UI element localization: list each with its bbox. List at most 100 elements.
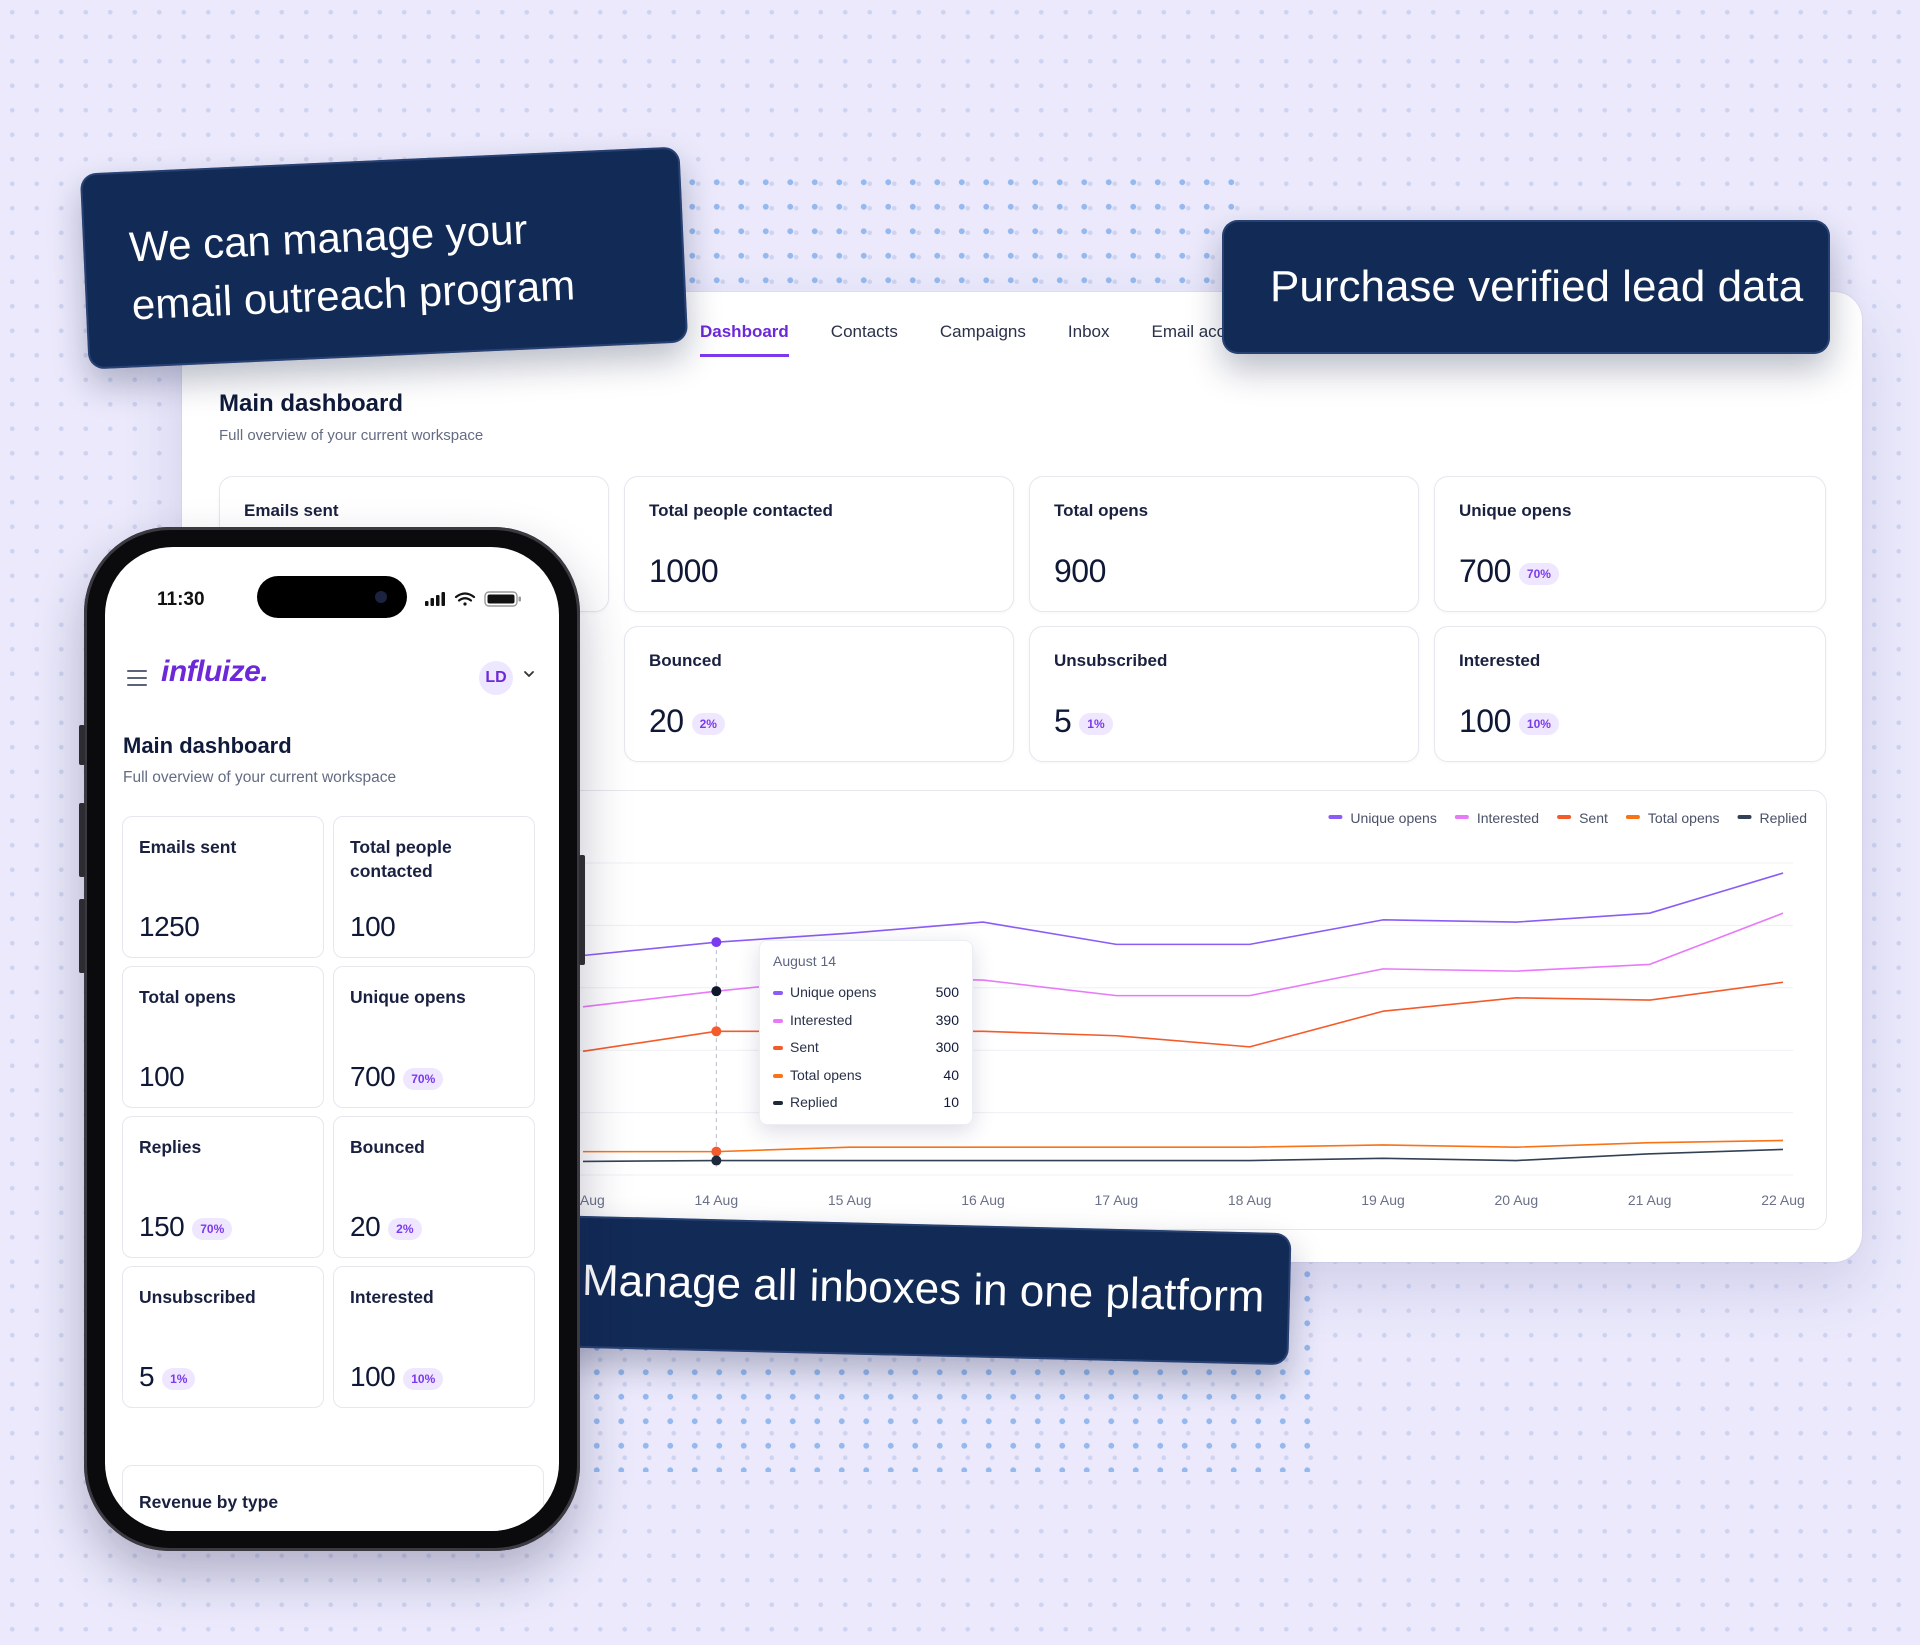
x-tick-label: 14 Aug: [695, 1192, 739, 1208]
stat-card-bounced: Bounced 20 2%: [624, 626, 1014, 762]
mobile-phone: 11:30 influize. LD Main dashboard Full o…: [79, 527, 585, 1551]
data-point-unique-opens: [711, 937, 722, 948]
stat-value: 700: [1459, 553, 1511, 589]
stat-card-unique-opens: Unique opens 700 70%: [333, 966, 535, 1108]
chevron-down-icon[interactable]: [523, 668, 535, 680]
stat-label: Emails sent: [244, 501, 339, 520]
series-line-total-opens: [583, 1139, 1784, 1153]
series-swatch: [773, 1019, 783, 1023]
tooltip-series-value: 40: [943, 1067, 959, 1083]
tooltip-series-value: 500: [935, 984, 959, 1000]
tooltip-row: Sent 300: [773, 1039, 959, 1059]
stat-card-unique-opens: Unique opens 700 70%: [1434, 476, 1826, 612]
x-tick-label: 18 Aug: [1228, 1192, 1272, 1208]
stat-card-total-people: Total people contacted 100: [333, 816, 535, 958]
revenue-card-title: Revenue by type: [139, 1492, 279, 1512]
legend-swatch: [1328, 815, 1343, 819]
series-line-replied: [582, 1148, 1784, 1163]
percent-badge: 70%: [192, 1217, 233, 1240]
callout-email-outreach: We can manage your email outreach progra…: [79, 146, 689, 370]
phone-side-button: [79, 725, 85, 765]
legend-label: Unique opens: [1350, 810, 1436, 826]
status-time: 11:30: [157, 589, 205, 610]
percent-badge: 10%: [1518, 712, 1559, 735]
callout-line: Manage all inboxes in one platform: [581, 1255, 1265, 1322]
stat-value: 150: [139, 1211, 185, 1242]
top-nav: Dashboard Contacts Campaigns Inbox Email…: [700, 322, 1267, 357]
stat-value: 100: [1459, 703, 1511, 739]
stat-label: Replies: [139, 1137, 202, 1157]
phone-volume-up: [79, 803, 85, 877]
x-tick-label: 19 Aug: [1361, 1192, 1405, 1208]
stat-value: 900: [1054, 553, 1106, 589]
tab-email-accounts[interactable]: Email acc: [1151, 322, 1226, 341]
tab-campaigns[interactable]: Campaigns: [939, 322, 1026, 341]
tooltip-series-name: Unique opens: [790, 984, 877, 1000]
legend-label: Total opens: [1648, 810, 1720, 826]
phone-screen: 11:30 influize. LD Main dashboard Full o…: [105, 547, 559, 1531]
stat-value: 100: [350, 1361, 396, 1392]
hamburger-menu-icon[interactable]: [127, 670, 147, 686]
stat-value: 20: [649, 703, 684, 739]
page-title: Main dashboard: [219, 390, 404, 417]
stat-label: Total people contacted: [649, 501, 833, 520]
legend-swatch: [1454, 815, 1469, 819]
callout-inboxes: Manage all inboxes in one platform: [534, 1214, 1292, 1366]
stat-value: 100: [350, 911, 396, 942]
data-point-sent: [711, 1026, 722, 1037]
stat-value: 1250: [139, 911, 200, 942]
x-tick-label: 21 Aug: [1628, 1192, 1672, 1208]
callout-lead-data: Purchase verified lead data: [1222, 220, 1830, 354]
callout-line: Purchase verified lead data: [1270, 262, 1804, 311]
stat-label: Total opens: [1054, 501, 1149, 520]
stat-value-row: 20 2%: [649, 703, 725, 740]
callout-line: email outreach program: [130, 261, 577, 329]
tooltip-series-name: Replied: [790, 1094, 838, 1110]
stat-label: Unsubscribed: [139, 1287, 256, 1307]
stat-card-interested: Interested 100 10%: [1434, 626, 1826, 762]
percent-badge: 2%: [691, 712, 725, 735]
percent-badge: 70%: [403, 1067, 444, 1090]
legend-swatch: [1737, 815, 1752, 819]
data-point-replied: [711, 1155, 722, 1166]
tab-dashboard[interactable]: Dashboard: [700, 322, 789, 357]
chart-tooltip: August 14 Unique opens 500 Interested 390 …: [759, 940, 973, 1125]
tooltip-row: Replied 10: [773, 1094, 959, 1114]
stat-value-row: 150 70%: [139, 1211, 233, 1243]
tab-contacts[interactable]: Contacts: [830, 322, 898, 341]
stat-value: 5: [1054, 703, 1072, 739]
tooltip-row: Total opens 40: [773, 1067, 959, 1087]
stat-value-row: 20 2%: [350, 1211, 422, 1243]
legend-label: Interested: [1477, 810, 1539, 826]
stat-label: Unique opens: [1459, 501, 1572, 520]
tooltip-row: Unique opens 500: [773, 984, 959, 1004]
page-subtitle: Full overview of your current workspace: [123, 769, 397, 786]
stat-value-row: 100 10%: [1459, 703, 1559, 740]
percent-badge: 1%: [1079, 712, 1113, 735]
percent-badge: 10%: [403, 1367, 444, 1390]
stat-card-emails-sent: Emails sent 1250: [122, 816, 324, 958]
brand-logo[interactable]: influize.: [161, 655, 269, 688]
tooltip-series-name: Sent: [790, 1039, 819, 1055]
stat-label: Bounced: [350, 1137, 425, 1157]
stat-value-row: 5 1%: [1054, 703, 1113, 740]
page-title: Main dashboard: [123, 733, 292, 758]
tooltip-row: Interested 390: [773, 1012, 959, 1032]
dynamic-island: [257, 576, 407, 618]
stat-value: 700: [350, 1061, 396, 1092]
stat-label: Interested: [1459, 651, 1541, 670]
tooltip-series-name: Interested: [790, 1012, 853, 1028]
stat-label: Emails sent: [139, 837, 237, 857]
avatar[interactable]: LD: [479, 661, 513, 695]
legend-label: Sent: [1579, 810, 1608, 826]
stat-label: Total people contacted: [350, 837, 452, 881]
stat-card-total-opens: Total opens 900: [1029, 476, 1419, 612]
stat-card-bounced: Bounced 20 2%: [333, 1116, 535, 1258]
series-swatch: [773, 1046, 783, 1050]
series-line-unique-opens: [582, 872, 1784, 957]
x-tick-label: 17 Aug: [1095, 1192, 1139, 1208]
stat-value-row: 5 1%: [139, 1361, 196, 1393]
tab-inbox[interactable]: Inbox: [1067, 322, 1110, 341]
stat-card-replies: Replies 150 70%: [122, 1116, 324, 1258]
percent-badge: 70%: [1518, 562, 1559, 585]
